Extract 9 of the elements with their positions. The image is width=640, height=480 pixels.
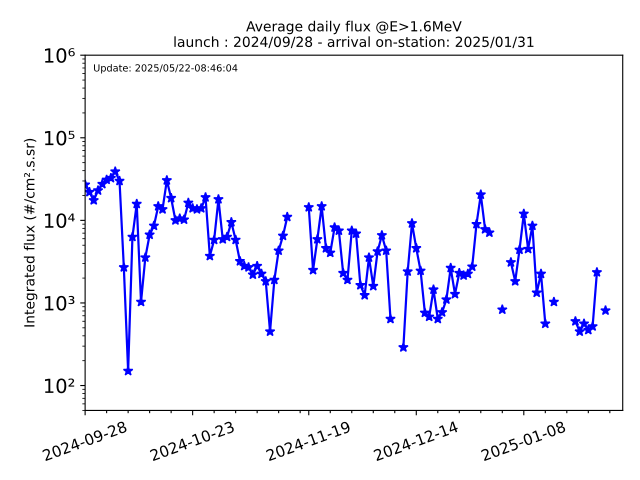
y-tick-label: 10³ <box>44 296 74 311</box>
y-axis-title: Integrated flux (#/cm².s.sr) <box>24 138 38 327</box>
chart-title: Average daily flux @E>1.6MeV <box>246 20 462 34</box>
y-tick-label: 10⁵ <box>44 130 74 146</box>
y-tick-label: 10⁴ <box>44 213 75 228</box>
annotation: Update: 2025/05/22-08:46:04 <box>94 64 238 74</box>
chart-subtitle: launch : 2024/09/28 - arrival on-station: 2025/01/31 <box>174 36 534 48</box>
y-tick-label: 10⁶ <box>44 48 75 63</box>
y-tick-label: 10² <box>44 378 74 394</box>
